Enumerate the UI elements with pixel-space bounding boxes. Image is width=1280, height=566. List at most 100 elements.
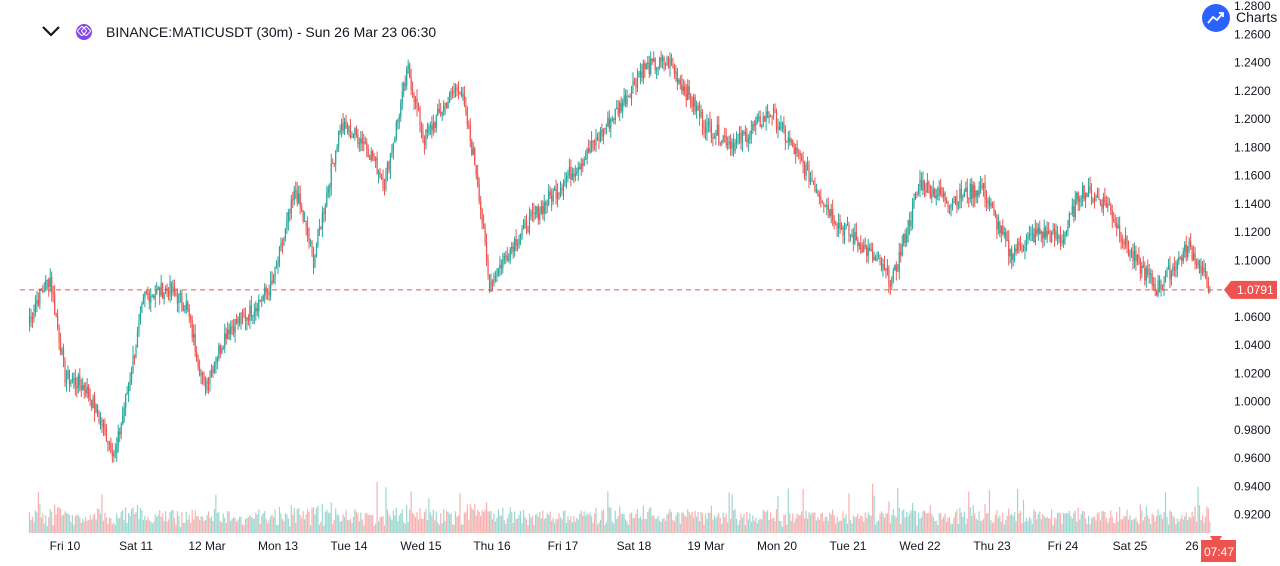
price-axis[interactable]: 1.28001.26001.24001.22001.20001.18001.16… — [1234, 0, 1271, 522]
volume-bar — [1076, 521, 1078, 533]
candle-body — [481, 209, 483, 224]
candle-body — [1027, 236, 1029, 239]
candle-body — [567, 175, 569, 178]
volume-bar — [613, 523, 615, 533]
time-axis-label: Mon 20 — [757, 539, 797, 553]
candle-body — [120, 424, 122, 435]
candle-body — [879, 258, 881, 264]
volume-bar — [704, 513, 707, 533]
price-axis-label: 1.2400 — [1234, 56, 1271, 70]
candle-body — [145, 291, 147, 293]
candle-body — [614, 108, 616, 121]
candle-body — [960, 188, 962, 199]
candle-body — [574, 173, 576, 177]
volume-bar — [835, 523, 837, 533]
price-axis-label: 1.0200 — [1234, 366, 1271, 380]
candle-body — [156, 288, 158, 295]
candle-body — [559, 187, 562, 194]
candle-body — [437, 108, 439, 116]
volume-bar — [1207, 508, 1209, 533]
volume-bar — [403, 521, 405, 533]
candle-body — [1101, 203, 1103, 209]
candle-body — [514, 238, 516, 252]
candle-body — [664, 65, 667, 67]
volume-bar — [478, 511, 480, 533]
candle-body — [129, 379, 131, 385]
candle-body — [675, 71, 677, 74]
candle-body — [647, 62, 649, 65]
volume-bar — [579, 513, 581, 533]
candle-body — [759, 116, 761, 127]
volume-bar — [931, 513, 933, 533]
volume-bar — [108, 517, 110, 533]
candle-body — [210, 369, 213, 377]
candle-body — [123, 408, 125, 416]
candle-body — [1061, 239, 1063, 243]
candle-body — [854, 232, 856, 244]
candle-body — [506, 256, 508, 261]
volume-bar — [397, 521, 399, 533]
candle-body — [446, 103, 448, 109]
candle-body — [1068, 213, 1070, 227]
volume-bar — [493, 513, 495, 533]
volume-bar — [1082, 510, 1084, 533]
volume-bar — [697, 511, 699, 533]
volume-bar — [261, 515, 263, 533]
candle-body — [250, 305, 252, 318]
volume-bar — [93, 513, 96, 533]
candle-body — [335, 150, 337, 164]
candle-body — [784, 128, 786, 141]
volume-bar — [988, 489, 991, 533]
chevron-down-icon[interactable] — [40, 22, 62, 40]
volume-bar — [727, 522, 729, 533]
candle-body — [1116, 223, 1118, 229]
volume-bar — [228, 511, 230, 533]
candle-body — [931, 194, 933, 198]
candle-body — [148, 293, 150, 303]
candle-body — [963, 191, 965, 197]
candle-body — [718, 124, 720, 143]
volume-bar — [891, 515, 893, 533]
volume-bar — [514, 511, 516, 533]
time-axis[interactable]: Fri 10 Sat 11 12 Mar Mon 13 Tue 14 Wed 15 Thu … — [50, 539, 1199, 553]
volume-bar — [1030, 519, 1032, 533]
candle-body — [330, 163, 332, 187]
volume-bar — [750, 521, 752, 533]
volume-bar — [1011, 513, 1013, 533]
candle-body — [713, 136, 715, 139]
volume-bar — [250, 516, 252, 533]
volume-bar — [580, 510, 582, 533]
time-axis-label: Mon 13 — [258, 539, 298, 553]
candle-body — [962, 196, 964, 199]
volume-bar — [954, 512, 957, 533]
volume-bar — [488, 511, 491, 533]
candle-body — [919, 179, 921, 188]
candle-body — [1181, 257, 1183, 262]
candle-body — [1002, 225, 1004, 235]
candle-body — [207, 380, 210, 384]
candle-body — [812, 181, 815, 185]
volume-bar — [798, 515, 800, 533]
volume-bar — [863, 521, 865, 533]
volume-bar — [869, 515, 871, 533]
candle-body — [509, 248, 511, 260]
volume-bar — [286, 514, 288, 533]
volume-bar — [1154, 521, 1156, 533]
volume-bar — [505, 524, 507, 533]
candle-body — [238, 317, 241, 324]
candle-body — [1117, 225, 1119, 229]
volume-bar — [148, 520, 150, 533]
candle-body — [287, 212, 289, 221]
volume-bar — [1101, 510, 1103, 533]
volume-bar — [267, 523, 269, 533]
volume-bar — [130, 509, 133, 533]
volume-bar — [707, 512, 710, 533]
volume-bar — [224, 517, 226, 533]
volume-bar — [1015, 521, 1017, 533]
volume-bar — [169, 512, 171, 533]
volume-bar — [351, 523, 353, 533]
candle-body — [443, 105, 445, 112]
trending-up-icon[interactable] — [1202, 4, 1230, 32]
volume-histogram — [28, 481, 1211, 533]
